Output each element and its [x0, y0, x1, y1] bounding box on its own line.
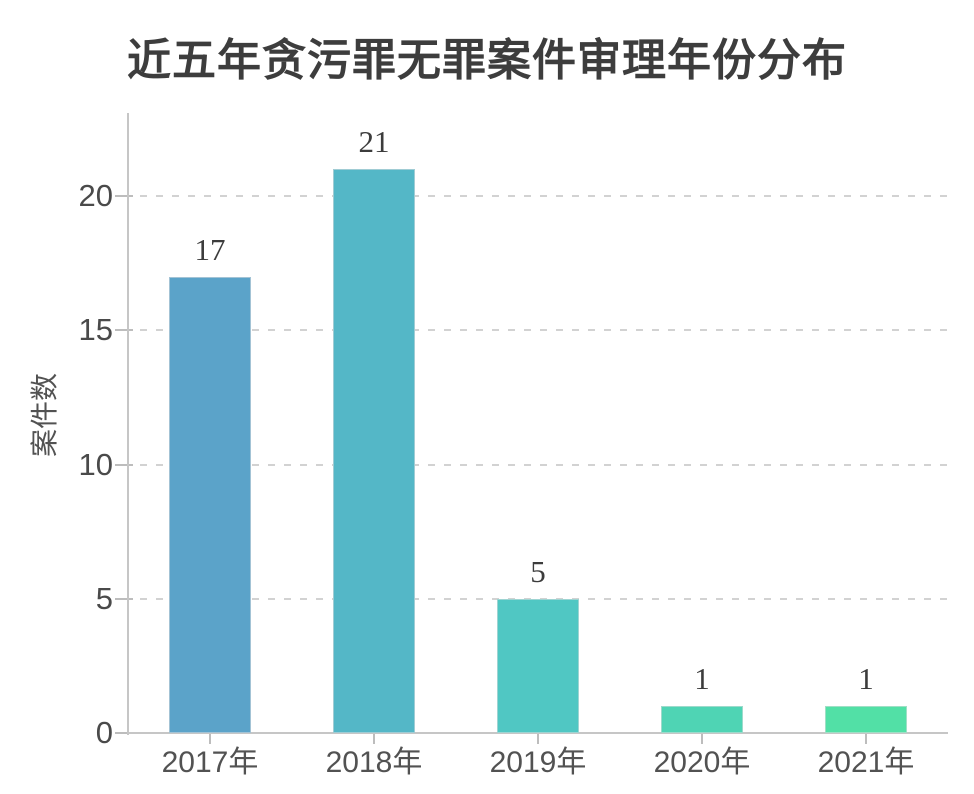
bar-value-label: 1 — [694, 661, 710, 697]
bar-2019年 — [497, 598, 579, 733]
bar-2018年 — [333, 169, 415, 733]
x-tick-label: 2021年 — [817, 746, 915, 779]
bar-2021年 — [825, 706, 907, 733]
bar-2020年 — [661, 706, 743, 733]
gridline-y-20 — [140, 195, 948, 197]
gridline-y-15 — [140, 329, 948, 332]
y-axis-line — [127, 113, 129, 735]
x-axis-line — [127, 732, 948, 734]
y-tick-mark — [115, 195, 133, 197]
x-tick-mark — [373, 734, 375, 744]
x-tick-mark — [865, 734, 867, 744]
bar-value-label: 17 — [194, 231, 226, 267]
x-tick-label: 2019年 — [489, 746, 587, 779]
gridline-y-10 — [140, 463, 948, 466]
bar-2017年 — [169, 276, 251, 733]
y-tick-mark — [115, 463, 133, 466]
bar-value-label: 5 — [530, 553, 546, 589]
y-tick-label: 10 — [78, 446, 113, 482]
x-tick-mark — [701, 734, 703, 744]
y-tick-mark — [115, 732, 133, 734]
y-tick-label: 5 — [95, 580, 113, 616]
y-tick-mark — [115, 597, 133, 600]
y-tick-label: 20 — [78, 178, 113, 213]
x-tick-mark — [209, 734, 211, 744]
chart-title: 近五年贪污罪无罪案件审理年份分布 — [127, 36, 847, 85]
y-tick-mark — [115, 329, 133, 332]
y-axis-title-text: 案件数 — [29, 372, 60, 458]
y-tick-label: 0 — [95, 715, 113, 750]
x-tick-label: 2020年 — [653, 746, 751, 779]
x-tick-label: 2017年 — [161, 746, 259, 779]
x-tick-label: 2018年 — [325, 746, 423, 779]
y-tick-label: 15 — [78, 312, 113, 348]
bar-value-label: 1 — [858, 661, 874, 697]
bar-value-label: 21 — [358, 124, 390, 160]
x-tick-mark — [537, 734, 539, 744]
